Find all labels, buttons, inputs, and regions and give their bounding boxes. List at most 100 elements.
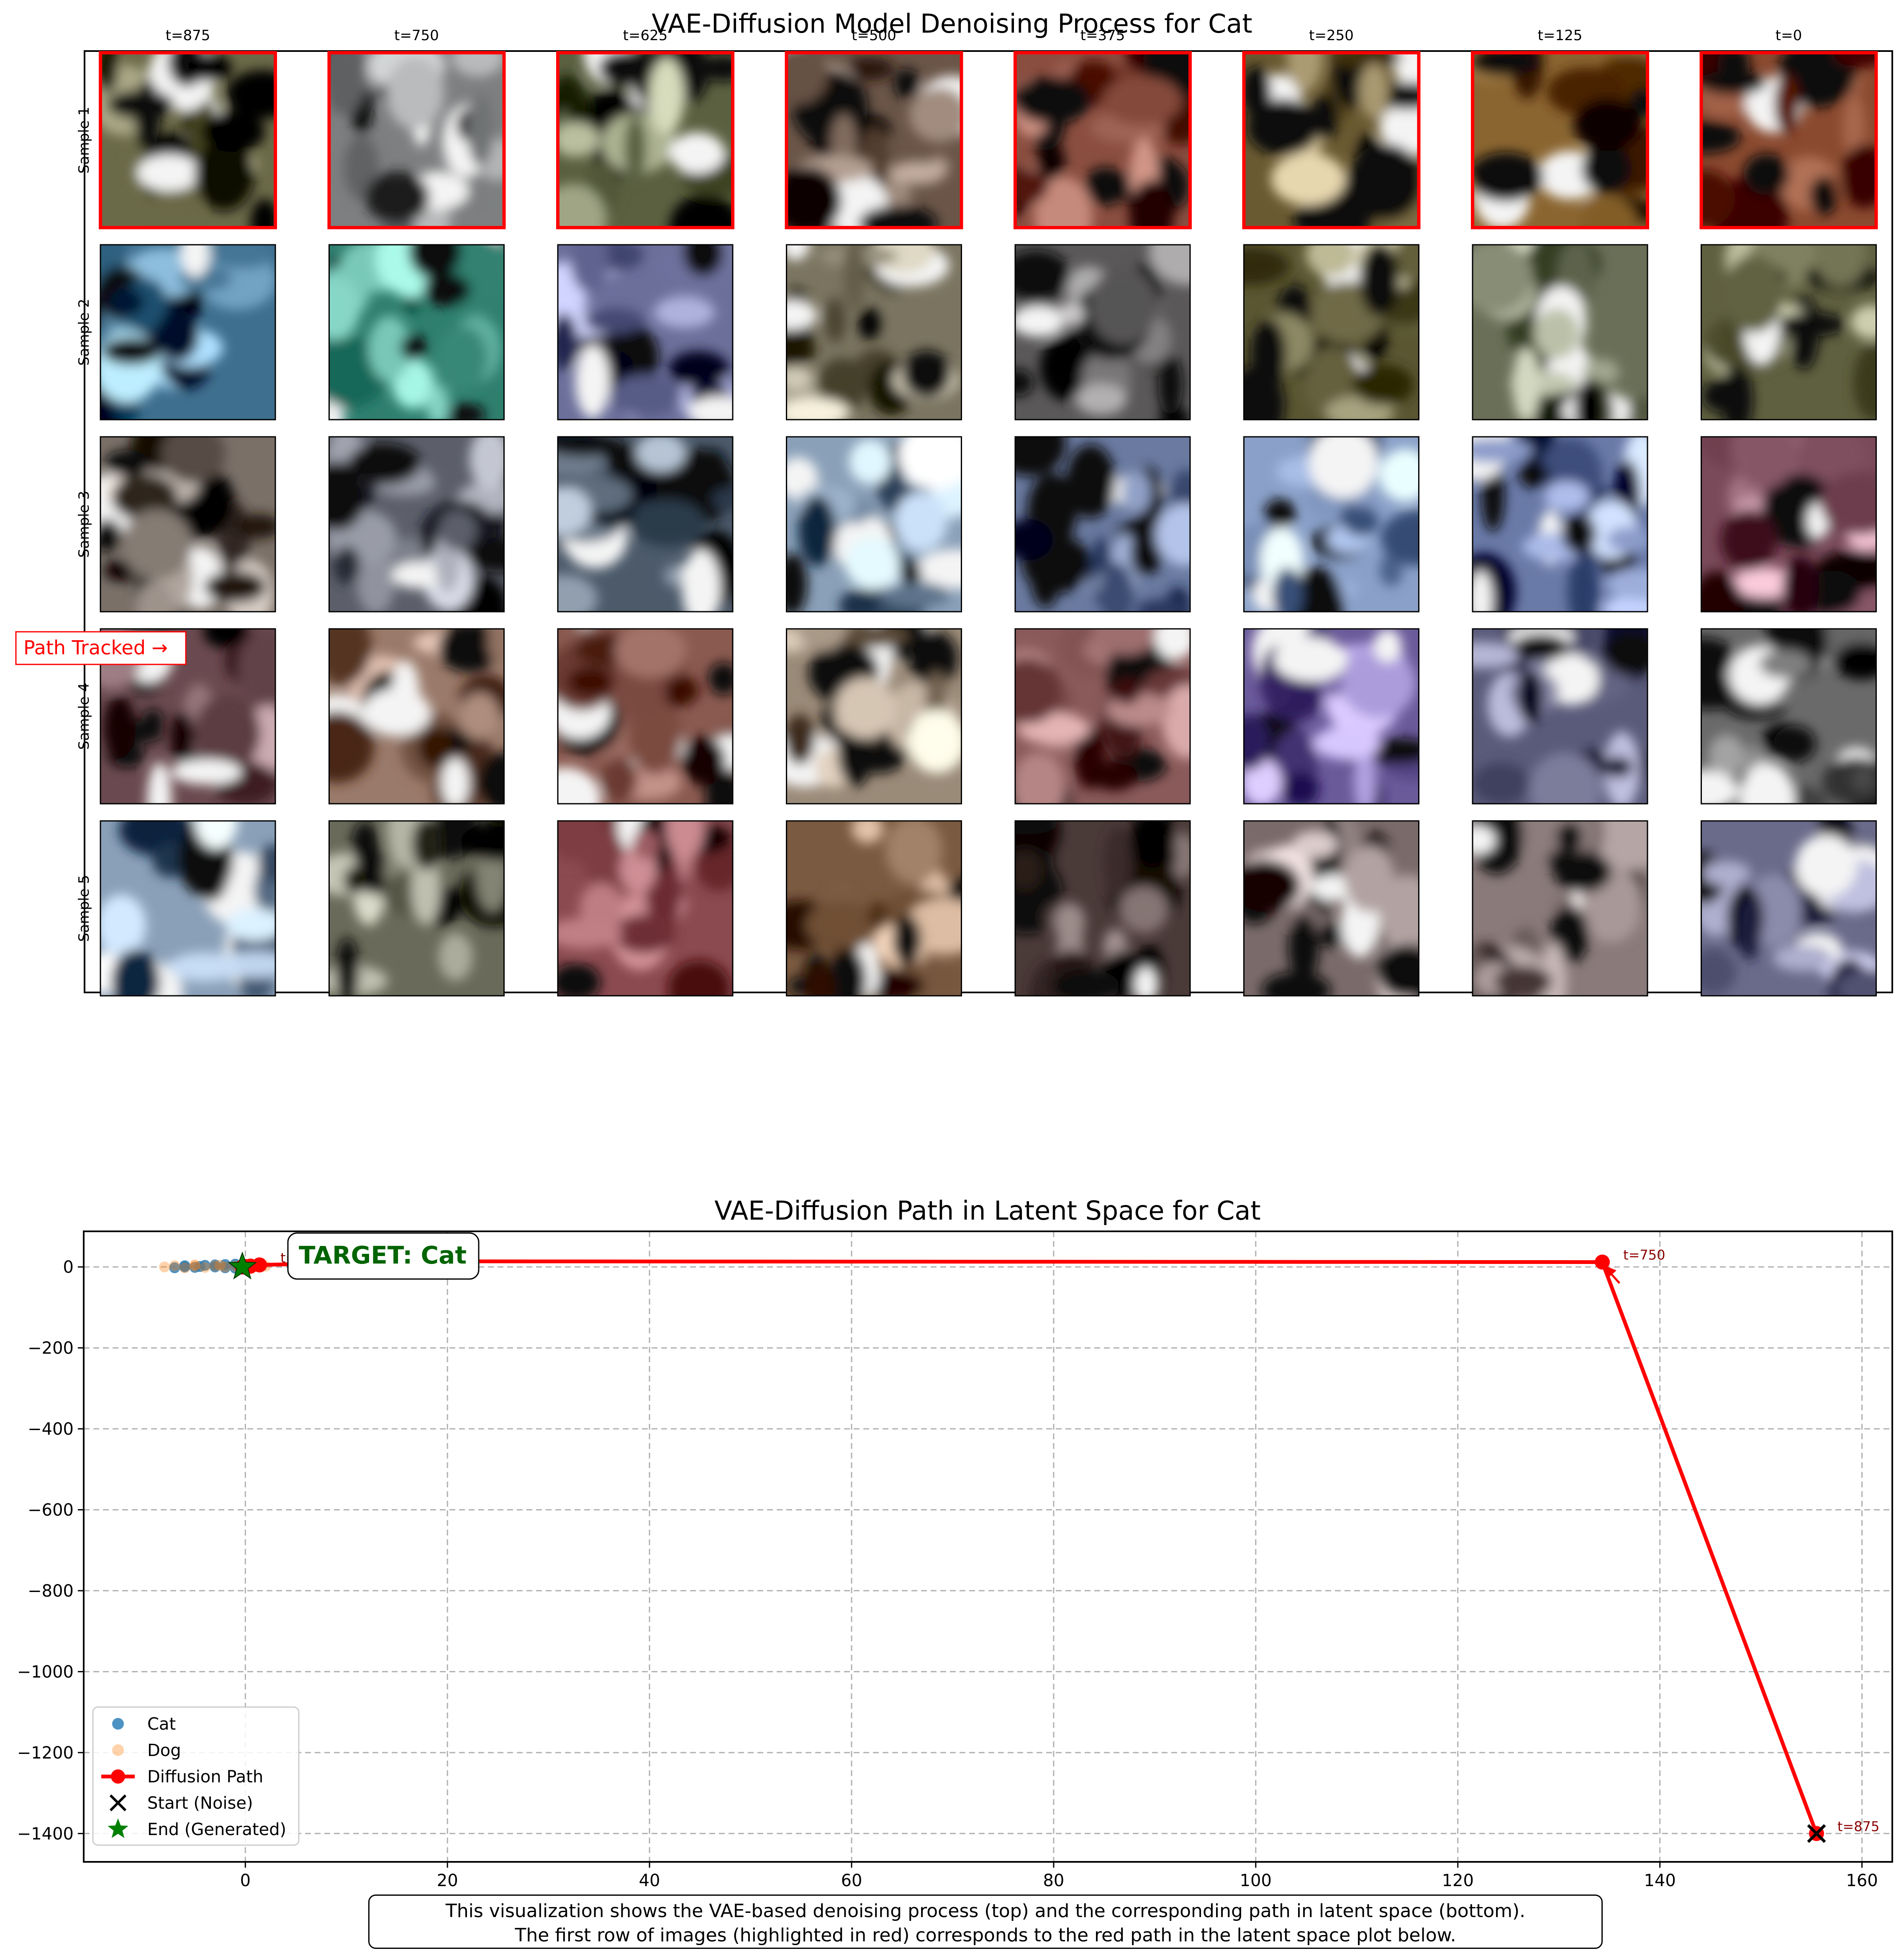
legend-label: Diffusion Path bbox=[147, 1767, 263, 1787]
image-border bbox=[100, 628, 276, 805]
sample-image bbox=[557, 244, 734, 420]
image-border bbox=[1701, 820, 1877, 997]
image-border bbox=[556, 51, 734, 229]
y-tick-label: −400 bbox=[28, 1420, 74, 1439]
dog-point bbox=[169, 1260, 180, 1272]
image-border bbox=[786, 436, 962, 613]
row-label: Sample 5 bbox=[76, 875, 92, 942]
image-border bbox=[100, 244, 276, 420]
sample-image bbox=[1243, 244, 1419, 420]
x-tick-label: 60 bbox=[841, 1871, 862, 1890]
image-border bbox=[100, 436, 276, 613]
legend-start-icon bbox=[109, 1794, 127, 1812]
legend-dog-icon bbox=[112, 1744, 124, 1756]
end-marker bbox=[227, 1251, 257, 1279]
column-label: t=875 bbox=[166, 27, 210, 44]
image-border bbox=[328, 436, 505, 613]
image-border bbox=[786, 820, 962, 997]
sample-image bbox=[786, 628, 962, 805]
y-tick-label: −800 bbox=[28, 1582, 74, 1601]
legend-label: End (Generated) bbox=[147, 1820, 286, 1839]
sample-image bbox=[328, 820, 505, 997]
image-border bbox=[1699, 51, 1878, 229]
image-border bbox=[328, 628, 505, 805]
sample-image bbox=[556, 51, 734, 229]
x-tick-label: 40 bbox=[639, 1871, 660, 1890]
row-label: Sample 1 bbox=[76, 107, 92, 174]
image-border bbox=[786, 628, 962, 805]
row-labels: Sample 1 Sample 2 Sample 3 Sample 4 Sample 5 bbox=[76, 107, 92, 942]
sample-image bbox=[1472, 820, 1648, 997]
legend-end-icon bbox=[108, 1818, 128, 1838]
dog-point bbox=[189, 1261, 200, 1272]
sample-image bbox=[1701, 244, 1877, 420]
sample-image bbox=[100, 820, 276, 997]
x-tick-label: 20 bbox=[437, 1871, 458, 1890]
latent-chart-title: VAE-Diffusion Path in Latent Space for C… bbox=[714, 1195, 1260, 1226]
x-tick-label: 0 bbox=[240, 1871, 251, 1890]
latent-axes-frame bbox=[83, 1231, 1893, 1863]
y-tick-label: −200 bbox=[28, 1339, 74, 1358]
dog-point bbox=[179, 1262, 190, 1274]
x-tick-label: 120 bbox=[1442, 1871, 1474, 1890]
sample-image bbox=[557, 628, 734, 805]
column-label: t=625 bbox=[623, 27, 668, 44]
legend-label: Dog bbox=[147, 1741, 181, 1760]
sample-image bbox=[99, 51, 277, 229]
image-border bbox=[1242, 51, 1421, 229]
dog-point bbox=[199, 1262, 210, 1273]
image-border bbox=[557, 820, 734, 997]
latent-gridlines bbox=[84, 1231, 1892, 1862]
diffusion-path-line bbox=[242, 1259, 1819, 1834]
sample-image bbox=[1472, 244, 1648, 420]
legend-label: Start (Noise) bbox=[147, 1794, 253, 1813]
column-label: t=250 bbox=[1309, 27, 1354, 44]
legend-cat-icon bbox=[112, 1718, 124, 1730]
sample-image bbox=[100, 436, 276, 613]
column-label: t=125 bbox=[1538, 27, 1583, 44]
sample-image bbox=[1243, 436, 1419, 613]
image-border bbox=[785, 51, 963, 229]
path-tracked-box: Path Tracked → bbox=[15, 631, 187, 665]
column-label: t=500 bbox=[852, 27, 896, 44]
x-tick-label: 160 bbox=[1846, 1871, 1878, 1890]
image-border bbox=[1472, 244, 1648, 420]
dog-point bbox=[209, 1260, 221, 1272]
timestep-label: t=750 bbox=[1623, 1247, 1665, 1263]
path-arrow bbox=[1603, 1265, 1620, 1284]
y-tick-label: 0 bbox=[63, 1258, 74, 1277]
cat-point bbox=[169, 1262, 180, 1274]
image-border bbox=[1472, 436, 1648, 613]
image-border bbox=[1243, 628, 1419, 805]
target-label: TARGET: Cat bbox=[299, 1241, 467, 1269]
image-border bbox=[1014, 628, 1191, 805]
timestep-label: t=875 bbox=[1837, 1818, 1879, 1834]
top-panel-frame bbox=[84, 50, 1893, 993]
cat-point bbox=[194, 1261, 205, 1272]
image-border bbox=[1472, 820, 1648, 997]
image-grid bbox=[99, 51, 1878, 997]
column-label: t=750 bbox=[394, 27, 439, 44]
sample-image bbox=[100, 244, 276, 420]
sample-image bbox=[1014, 436, 1191, 613]
sample-image bbox=[1701, 820, 1877, 997]
figure-caption: This visualization shows the VAE-based d… bbox=[368, 1894, 1603, 1949]
sample-image bbox=[1243, 820, 1419, 997]
image-border bbox=[327, 51, 506, 229]
sample-image bbox=[1701, 628, 1877, 805]
sample-image bbox=[1014, 244, 1191, 420]
sample-image bbox=[1014, 51, 1192, 229]
image-border bbox=[1472, 628, 1648, 805]
column-label: t=0 bbox=[1776, 27, 1802, 44]
legend-label: Cat bbox=[147, 1715, 176, 1734]
cat-point bbox=[179, 1261, 190, 1273]
image-border bbox=[99, 51, 277, 229]
caption-line-1: This visualization shows the VAE-based d… bbox=[445, 1900, 1526, 1922]
dog-point bbox=[189, 1259, 200, 1271]
image-border bbox=[1701, 244, 1877, 420]
image-border bbox=[1701, 436, 1877, 613]
y-tick-label: −1400 bbox=[17, 1824, 74, 1843]
image-border bbox=[1014, 820, 1191, 997]
diffusion-path-point bbox=[1595, 1254, 1610, 1270]
dog-point bbox=[159, 1261, 170, 1273]
